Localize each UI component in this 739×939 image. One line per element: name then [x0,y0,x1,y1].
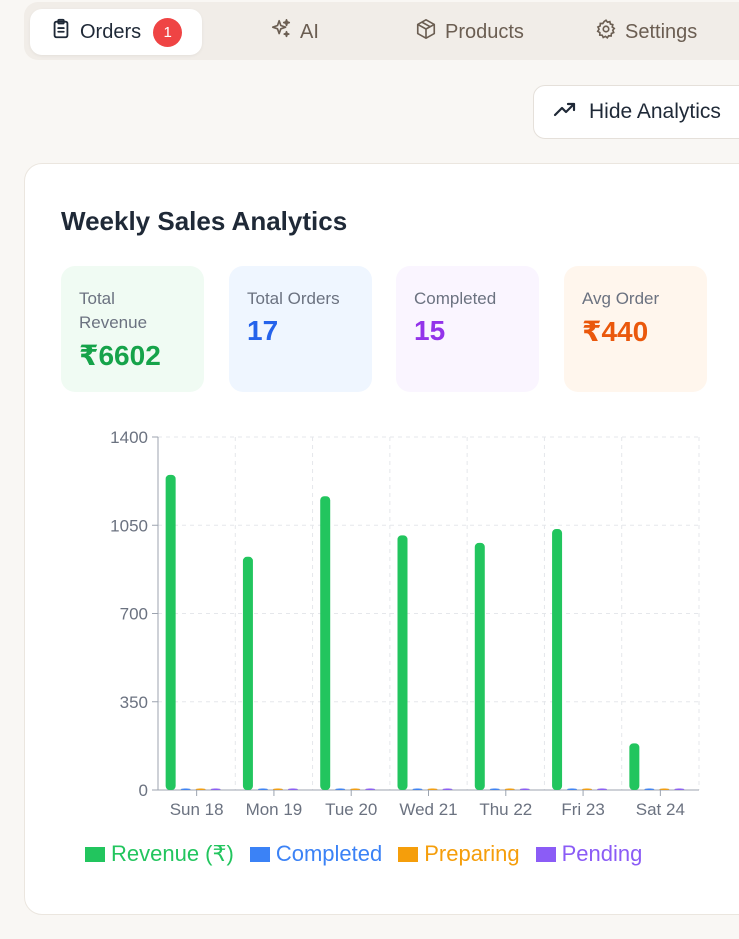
bar-revenue [629,743,640,790]
weekly-sales-chart: 0 350 700 1050 1400 Sun 18 Mon 19 Tue 20 Wed 21 T… [110,428,700,819]
legend-label: Revenue (₹) [111,841,234,866]
x-tick-label: Mon 19 [246,800,303,819]
legend-item[interactable]: Preparing [398,841,520,867]
bar-pending [519,788,530,790]
tab-ai[interactable]: AI [270,9,319,55]
bar-completed [180,788,191,790]
bar-completed [644,788,655,790]
bar-pending [365,788,376,790]
hide-analytics-button[interactable]: Hide Analytics [533,85,739,139]
tab-orders-label: Orders [80,20,142,43]
bar-completed [489,788,500,790]
bar-completed [412,788,423,790]
bar-preparing [504,788,515,790]
stat-value: ₹6602 [79,340,161,371]
bar-preparing [272,788,283,790]
bar-revenue [397,535,408,790]
x-tick-label: Sat 24 [636,800,685,819]
tab-products[interactable]: Products [415,9,524,55]
stat-card-avg-order: Avg Order ₹440 [564,266,707,392]
sparkles-icon [270,18,292,46]
bar-pending [442,788,453,790]
stat-card-total-orders: Total Orders 17 [229,266,372,392]
bar-revenue [552,529,563,790]
gear-icon [595,18,617,46]
hide-analytics-label: Hide Analytics [589,100,721,123]
analytics-panel: Weekly Sales Analytics Total Revenue ₹66… [24,163,739,915]
stat-card-completed: Completed 15 [396,266,539,392]
stat-card-total-revenue: Total Revenue ₹6602 [61,266,204,392]
y-tick-label: 700 [120,605,148,624]
legend-swatch [85,846,105,862]
x-tick-label: Tue 20 [325,800,377,819]
legend-swatch [398,846,419,862]
bar-preparing [659,788,670,790]
legend-item[interactable]: Pending [535,841,643,867]
tab-ai-label: AI [300,20,319,43]
bar-revenue [474,542,485,790]
legend-swatch [249,846,270,862]
top-nav: Orders 1 AI Products [24,2,739,60]
y-tick-label: 1400 [110,428,148,447]
stat-label: Avg Order [582,289,660,308]
y-tick-label: 350 [120,693,148,712]
stat-value: 17 [247,315,279,346]
panel-title: Weekly Sales Analytics [61,206,348,236]
x-tick-label: Sun 18 [170,800,224,819]
tab-orders[interactable]: Orders 1 [30,9,203,55]
x-tick-label: Fri 23 [561,800,604,819]
box-icon [415,18,437,46]
bar-revenue [165,474,176,790]
legend-label: Completed [275,841,383,866]
tab-settings[interactable]: Settings [595,9,697,55]
bar-preparing [195,788,206,790]
stat-label: Completed [414,289,497,308]
bar-preparing [427,788,438,790]
bar-completed [567,788,578,790]
stat-value: 15 [414,315,446,346]
y-tick-label: 0 [139,781,148,800]
bar-pending [210,788,221,790]
bar-pending [674,788,685,790]
legend-label: Pending [561,841,643,866]
trending-up-icon [553,97,577,127]
tab-settings-label: Settings [625,20,698,43]
bar-revenue [320,496,331,790]
bar-completed [335,788,346,790]
legend-label: Preparing [424,841,520,866]
x-tick-label: Wed 21 [399,800,457,819]
legend-swatch [535,846,556,862]
bar-completed [257,788,268,790]
bar-preparing [350,788,361,790]
chart-legend: Revenue (₹) Completed Preparing Pending [85,841,642,867]
bar-revenue [242,556,253,790]
bar-pending [597,788,608,790]
stat-value: ₹440 [582,316,649,347]
stat-label: Total Revenue [79,289,148,332]
legend-item[interactable]: Completed [249,841,383,867]
x-tick-label: Thu 22 [479,800,532,819]
orders-count-badge: 1 [153,17,183,47]
tab-products-label: Products [445,20,524,43]
stat-label: Total Orders [247,289,340,308]
y-tick-label: 1050 [110,516,148,535]
legend-item[interactable]: Revenue (₹) [85,841,234,867]
bar-preparing [582,788,593,790]
bar-pending [287,788,298,790]
clipboard-icon [50,18,72,46]
